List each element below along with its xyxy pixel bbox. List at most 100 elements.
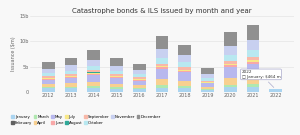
Bar [224, 87, 236, 92]
Bar [156, 36, 168, 49]
Bar [201, 89, 214, 90]
Bar [133, 81, 146, 85]
Bar [178, 45, 191, 55]
Bar [110, 76, 123, 77]
Bar [201, 83, 214, 87]
Bar [42, 62, 55, 69]
Bar [42, 78, 55, 79]
Bar [224, 67, 236, 78]
Bar [65, 65, 77, 71]
Bar [178, 55, 191, 62]
Bar [88, 73, 100, 74]
Bar [178, 70, 191, 71]
Bar [88, 74, 100, 75]
Bar [110, 71, 123, 74]
Bar [201, 68, 214, 74]
Bar [178, 62, 191, 67]
Bar [42, 76, 55, 78]
Bar [247, 60, 259, 62]
Bar [178, 88, 191, 92]
Bar [65, 87, 77, 88]
Bar [156, 67, 168, 69]
Bar [247, 84, 259, 87]
Bar [156, 49, 168, 58]
Legend: January, February, March, April, May, June, July, August, September, October, No: January, February, March, April, May, Ju… [11, 115, 161, 125]
Bar [178, 72, 191, 81]
Y-axis label: Issuance ($m): Issuance ($m) [11, 37, 16, 71]
Bar [42, 73, 55, 76]
Bar [133, 85, 146, 88]
Bar [133, 88, 146, 89]
Bar [247, 57, 259, 60]
Bar [110, 77, 123, 78]
Bar [65, 71, 77, 74]
Bar [247, 64, 259, 76]
Bar [156, 85, 168, 88]
Bar [201, 82, 214, 83]
Bar [110, 89, 123, 92]
Bar [88, 60, 100, 66]
Bar [224, 61, 236, 64]
Bar [224, 55, 236, 61]
Bar [65, 77, 77, 78]
Bar [88, 88, 100, 92]
Bar [224, 64, 236, 65]
Bar [110, 84, 123, 87]
Bar [156, 69, 168, 79]
Bar [247, 62, 259, 64]
Bar [201, 74, 214, 78]
Bar [201, 78, 214, 81]
Bar [224, 85, 236, 87]
Text: 2022
□ January: $464 m: 2022 □ January: $464 m [242, 70, 280, 87]
Bar [65, 83, 77, 87]
Bar [156, 64, 168, 66]
Bar [269, 90, 282, 92]
Bar [88, 72, 100, 73]
Bar [201, 87, 214, 89]
Bar [65, 88, 77, 92]
Title: Catastrophe bonds & ILS issued by month and year: Catastrophe bonds & ILS issued by month … [72, 8, 252, 14]
Bar [65, 74, 77, 76]
Bar [178, 71, 191, 72]
Bar [133, 80, 146, 81]
Bar [133, 89, 146, 92]
Bar [42, 88, 55, 92]
Bar [88, 70, 100, 72]
Bar [247, 76, 259, 84]
Bar [178, 67, 191, 70]
Bar [224, 65, 236, 67]
Bar [224, 32, 236, 46]
Bar [88, 82, 100, 86]
Bar [247, 40, 259, 50]
Bar [156, 79, 168, 85]
Bar [65, 58, 77, 65]
Bar [42, 87, 55, 88]
Bar [133, 70, 146, 74]
Bar [110, 78, 123, 84]
Bar [133, 64, 146, 70]
Bar [247, 50, 259, 57]
Bar [88, 66, 100, 70]
Bar [247, 25, 259, 40]
Bar [110, 87, 123, 89]
Bar [224, 46, 236, 55]
Bar [110, 58, 123, 66]
Bar [88, 75, 100, 82]
Bar [110, 66, 123, 71]
Bar [110, 74, 123, 76]
Bar [65, 78, 77, 83]
Bar [88, 50, 100, 60]
Bar [133, 74, 146, 77]
Bar [224, 78, 236, 85]
Bar [156, 66, 168, 67]
Bar [178, 81, 191, 86]
Bar [65, 76, 77, 77]
Bar [201, 90, 214, 92]
Bar [247, 87, 259, 92]
Bar [156, 88, 168, 92]
Bar [133, 77, 146, 80]
Bar [88, 86, 100, 88]
Bar [178, 86, 191, 88]
Bar [42, 69, 55, 73]
Bar [42, 80, 55, 84]
